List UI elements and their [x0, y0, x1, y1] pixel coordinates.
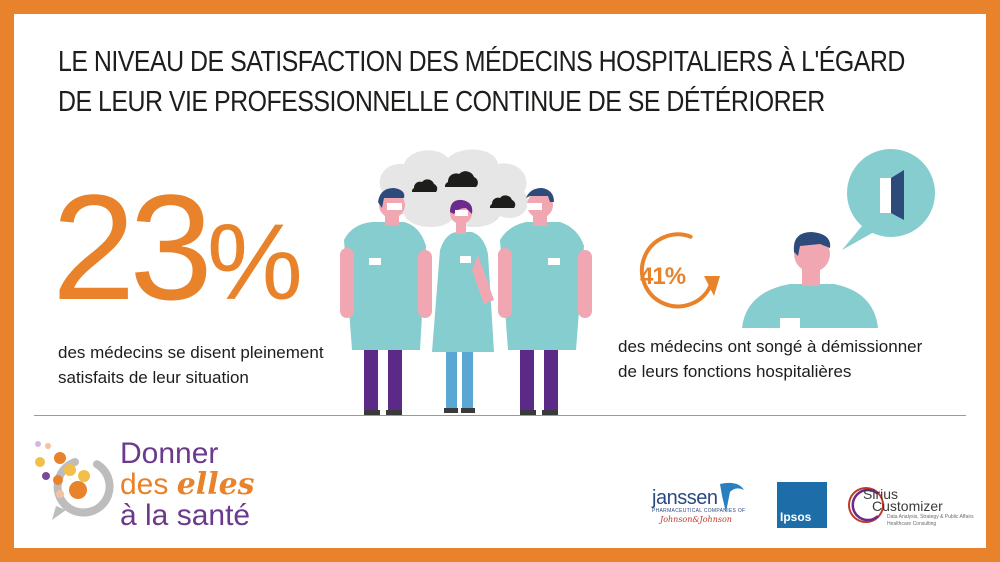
doctor-figure-right: [498, 188, 592, 415]
cloud-icon: [379, 149, 529, 228]
doctor-figure-left: [340, 188, 432, 415]
title-line-2: DE LEUR VIE PROFESSIONNELLE CONTINUE DE …: [58, 86, 825, 118]
page-title: LE NIVEAU DE SATISFACTION DES MÉDECINS H…: [58, 42, 905, 122]
jnj-logo-text: Johnson&Johnson: [660, 515, 732, 524]
satisfaction-value: 23: [52, 163, 213, 331]
donner-logo-line-2: des elles: [120, 469, 255, 500]
ipsos-logo-text: Ipsos: [780, 510, 812, 524]
sirius-logo-icon: [848, 487, 884, 523]
resignation-percentage: 41%: [640, 263, 686, 290]
satisfaction-caption-line-2: satisfaits de leur situation: [58, 368, 249, 387]
donner-logo-elles: elles: [176, 467, 255, 502]
title-line-1: LE NIVEAU DE SATISFACTION DES MÉDECINS H…: [58, 46, 905, 78]
percent-sign: %: [206, 201, 303, 322]
donner-des-elles-logo-icon: [35, 441, 114, 520]
janssen-logo-icon: [720, 482, 744, 512]
exit-door-icon: [842, 149, 935, 250]
sirius-logo-line-2: Customizer: [872, 498, 943, 514]
doctor-bust-right: [742, 232, 878, 328]
divider: [34, 415, 966, 416]
sirius-logo-line-1: Sirius: [863, 486, 899, 502]
ipsos-logo: [777, 482, 827, 528]
donner-logo-des: des: [120, 468, 177, 501]
doctor-figure-middle: [432, 199, 494, 413]
janssen-logo-text: janssen: [652, 487, 718, 509]
sirius-logo-subtitle-2: Healthcare Consulting: [887, 521, 937, 527]
janssen-logo-subtitle: PHARMACEUTICAL COMPANIES OF: [652, 508, 746, 514]
resignation-caption-line-2: de leurs fonctions hospitalières: [618, 362, 852, 381]
donner-logo-line-1: Donner: [120, 437, 219, 470]
satisfaction-caption-line-1: des médecins se disent pleinement: [58, 343, 324, 362]
sirius-logo-subtitle-1: Data Analysis, Strategy & Public Affairs: [887, 514, 974, 520]
satisfaction-caption: des médecins se disent pleinement satisf…: [58, 340, 378, 390]
donner-des-elles-logo: Donner des elles à la santé: [120, 438, 255, 531]
progress-ring-icon: [639, 232, 720, 309]
resignation-caption-line-1: des médecins ont songé à démissionner: [618, 337, 923, 356]
satisfaction-percentage: 23%: [52, 172, 303, 337]
resignation-caption: des médecins ont songé à démissionner de…: [618, 334, 958, 384]
donner-logo-line-3: à la santé: [120, 499, 251, 532]
